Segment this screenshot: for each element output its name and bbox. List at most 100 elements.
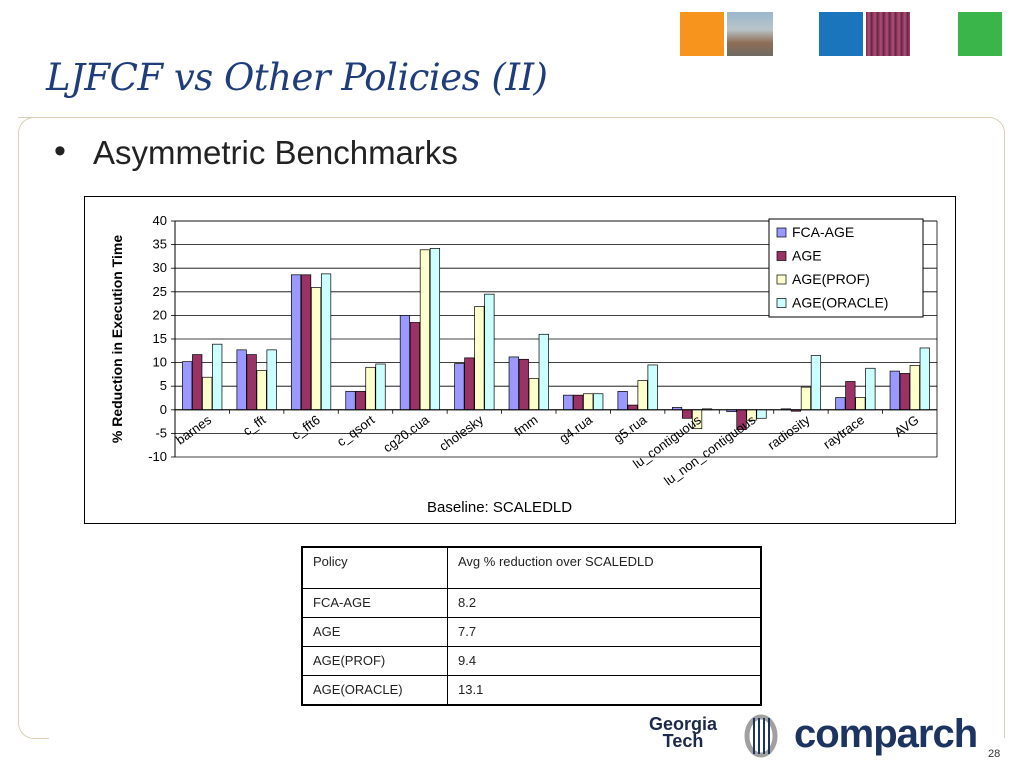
bar xyxy=(508,356,519,411)
bar xyxy=(182,361,193,411)
y-tick-label: 0 xyxy=(160,402,167,417)
y-tick-label: 40 xyxy=(153,213,167,228)
table-cell: AGE xyxy=(301,617,448,647)
bar xyxy=(310,287,322,411)
bar xyxy=(409,322,421,411)
bar xyxy=(454,363,465,411)
table-cell: 9.4 xyxy=(447,646,762,676)
table-cell: FCA-AGE xyxy=(301,588,448,618)
y-tick-label: -5 xyxy=(155,425,167,440)
legend-swatch xyxy=(776,227,787,238)
legend-box xyxy=(768,218,924,318)
bar xyxy=(290,274,302,411)
page-number: 28 xyxy=(988,748,1001,760)
bar xyxy=(429,248,441,411)
bar xyxy=(320,273,332,411)
green-square xyxy=(958,12,1002,56)
y-tick-label: 20 xyxy=(153,307,167,322)
bar xyxy=(583,393,594,411)
bar xyxy=(256,370,267,411)
baseline-note: Baseline: SCALEDLD xyxy=(427,499,572,516)
x-tick-label: AVG xyxy=(891,412,921,440)
comparch-emblem-icon xyxy=(744,714,778,758)
x-tick-label: c_qsort xyxy=(334,412,378,449)
bar xyxy=(518,358,529,411)
bar xyxy=(236,349,247,411)
bar xyxy=(212,343,223,411)
bar xyxy=(375,363,386,411)
bar xyxy=(365,366,376,411)
content-frame-left xyxy=(18,117,49,739)
bar xyxy=(399,315,411,411)
table-row: FCA-AGE 8.2 xyxy=(301,588,762,618)
bar xyxy=(617,391,628,411)
bar xyxy=(474,306,485,411)
bar xyxy=(300,274,312,411)
bar xyxy=(464,357,475,411)
comparch-logo: comparch xyxy=(794,712,978,756)
table-cell: AGE(PROF) xyxy=(301,646,448,676)
bar xyxy=(627,404,638,411)
bar xyxy=(647,364,658,411)
table-row: AGE 7.7 xyxy=(301,617,762,647)
bar xyxy=(835,397,846,411)
orange-square xyxy=(680,12,724,56)
building-photo xyxy=(727,12,773,56)
table-header-cell: Avg % reduction over SCALEDLD xyxy=(447,546,762,589)
bar xyxy=(889,370,900,411)
table-row: AGE(PROF) 9.4 xyxy=(301,646,762,676)
bar-chart: 40 35 30 25 20 15 10 5 0 -5 -10 barnes c_fft c_fft6 c_… xyxy=(109,213,938,516)
bar xyxy=(899,373,910,411)
x-tick-label: c_fft xyxy=(240,412,269,439)
bar xyxy=(855,397,866,411)
circuit-photo xyxy=(866,12,910,56)
bar xyxy=(202,376,213,411)
legend-swatch xyxy=(776,251,787,261)
bar xyxy=(538,333,549,411)
y-axis-label: % Reduction in Execution Time xyxy=(109,235,125,443)
bar xyxy=(919,347,930,411)
gt-logo-line1: Georgia xyxy=(648,714,718,734)
x-tick-label: barnes xyxy=(173,412,214,448)
bar xyxy=(637,380,648,411)
bar xyxy=(246,354,257,411)
bar xyxy=(345,391,356,411)
bullet-dot: • xyxy=(54,132,66,170)
bar xyxy=(593,393,604,411)
bar xyxy=(573,394,584,411)
bar xyxy=(528,378,539,411)
blue-square xyxy=(819,12,863,56)
bar xyxy=(419,249,431,411)
bar xyxy=(909,365,920,411)
x-tick-label: radiosity xyxy=(765,412,813,453)
table-row: AGE(ORACLE) 13.1 xyxy=(301,675,762,706)
bar xyxy=(845,381,856,411)
bar xyxy=(192,354,203,411)
x-tick-label: c_fft6 xyxy=(288,412,322,443)
bullet-heading: Asymmetric Benchmarks xyxy=(93,134,458,171)
bar xyxy=(355,391,366,411)
y-tick-label: 5 xyxy=(160,378,167,393)
y-tick-label: 10 xyxy=(153,355,167,370)
bar xyxy=(865,367,876,411)
legend-label: AGE(PROF) xyxy=(792,271,870,287)
summary-table: Policy Avg % reduction over SCALEDLD FCA… xyxy=(301,546,762,706)
bar xyxy=(484,293,495,411)
y-tick-label: -10 xyxy=(148,449,167,464)
legend-label: AGE xyxy=(792,248,822,264)
table-cell: 13.1 xyxy=(447,675,762,706)
table-header-row: Policy Avg % reduction over SCALEDLD xyxy=(301,546,762,589)
georgia-tech-logo: Georgia Tech xyxy=(638,714,728,750)
legend-swatch xyxy=(776,298,787,308)
legend-label: AGE(ORACLE) xyxy=(792,295,888,311)
x-tick-label: lu_non_contiguous xyxy=(661,412,759,489)
x-tick-label: g4.rua xyxy=(556,412,595,446)
x-tick-label: g5.rua xyxy=(611,412,650,446)
y-tick-label: 25 xyxy=(153,284,167,299)
content-frame xyxy=(18,117,1005,738)
slide-title: LJFCF vs Other Policies (II) xyxy=(46,56,548,99)
y-tick-label: 30 xyxy=(153,260,167,275)
legend-label: FCA-AGE xyxy=(792,224,854,240)
y-tick-label: 15 xyxy=(153,331,167,346)
bar xyxy=(563,394,574,411)
